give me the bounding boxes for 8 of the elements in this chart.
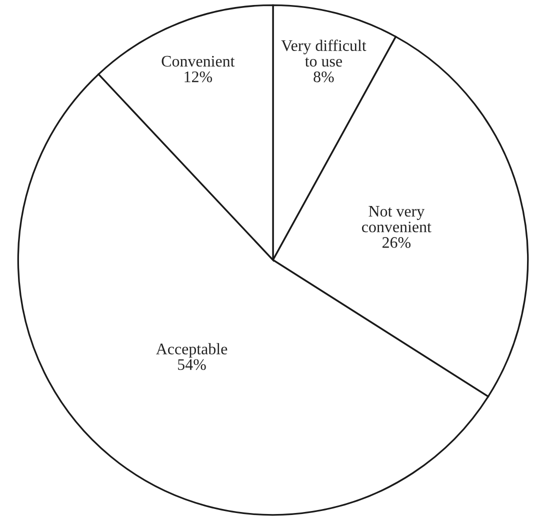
- data-label: 8%: [314, 71, 334, 82]
- data-label: 26%: [382, 237, 411, 248]
- data-label: 12%: [184, 71, 212, 82]
- slice-label: Acceptable: [156, 343, 228, 358]
- slice-label: Very difficult to use: [281, 40, 366, 67]
- slice-label: Convenient: [162, 56, 235, 67]
- data-label: 54%: [178, 359, 206, 370]
- slice-label: Not very convenient: [362, 206, 432, 232]
